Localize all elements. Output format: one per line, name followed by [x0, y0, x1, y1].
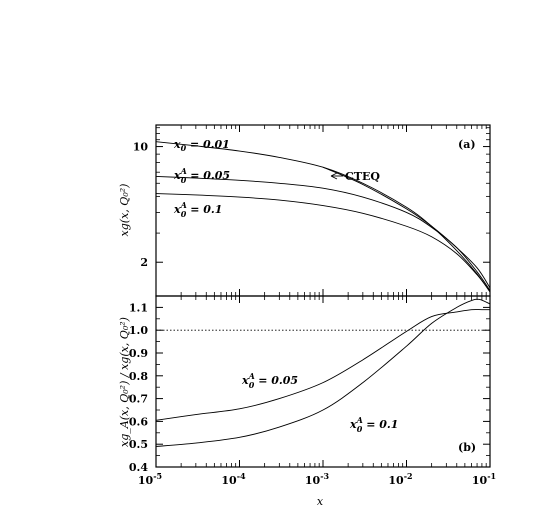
x-tick-label: 10-4: [221, 471, 246, 487]
curve-a-1: [322, 166, 491, 289]
panel-b-tag: (b): [458, 441, 476, 454]
panel-a-tag: (a): [458, 138, 476, 151]
curve-b-1: [155, 298, 491, 447]
y-tick-label-b: 0.9: [129, 347, 148, 360]
x-axis-label: x: [317, 495, 324, 508]
y-tick-label-a: 10: [133, 141, 149, 154]
panel-b-ticks: 0.4 0.5 0.6 0.7 0.8 0.9 1.0 1.1: [129, 295, 490, 474]
panel-a-curves: [155, 141, 491, 293]
y-tick-label-b: 0.4: [129, 461, 148, 474]
cteq-label: CTEQ: [345, 170, 380, 183]
label-x0a-005-b: xA 0 = 0.05: [241, 371, 298, 390]
curve-b-0: [155, 309, 490, 421]
x-axis-ticks: 10-5 10-4 10-3 10-2 10-1: [138, 125, 496, 487]
y-tick-label-b: 0.5: [129, 438, 148, 451]
y-tick-label-a: 2: [140, 256, 148, 269]
x-tick-label: 10-3: [305, 471, 330, 487]
y-tick-label-b: 0.6: [129, 415, 148, 428]
y-tick-label-b: 0.7: [129, 393, 148, 406]
curve-a-3: [155, 193, 491, 292]
panel-b-frame: [155, 295, 491, 468]
curve-a-0: [155, 141, 491, 293]
y-tick-label-b: 0.8: [129, 370, 148, 383]
panel-a-ticks: 2 10: [133, 127, 490, 269]
panel-b-ylabel: xg_A(x, Q₀²) / xg(x, Q₀²): [118, 317, 131, 447]
x-tick-label: 10-1: [472, 471, 496, 487]
panel-a-ylabel: xg(x, Q₀²): [118, 184, 131, 237]
label-x0a-005-a: xA 0 = 0.05: [173, 166, 230, 185]
x-tick-label: 10-5: [138, 471, 162, 487]
panel-b-curves: [155, 298, 491, 447]
y-tick-label-b: 1.1: [129, 301, 148, 314]
label-x0a-01-b: xA 0 = 0.1: [349, 415, 398, 434]
cteq-arrowhead: [330, 172, 338, 180]
curve-a-2: [155, 175, 491, 291]
y-tick-label-b: 1.0: [129, 324, 148, 337]
label-x0a-01-a: xA 0 = 0.1: [173, 200, 222, 219]
x-tick-label: 10-2: [388, 471, 412, 487]
label-x0-001: x0 = 0.01: [173, 138, 230, 153]
